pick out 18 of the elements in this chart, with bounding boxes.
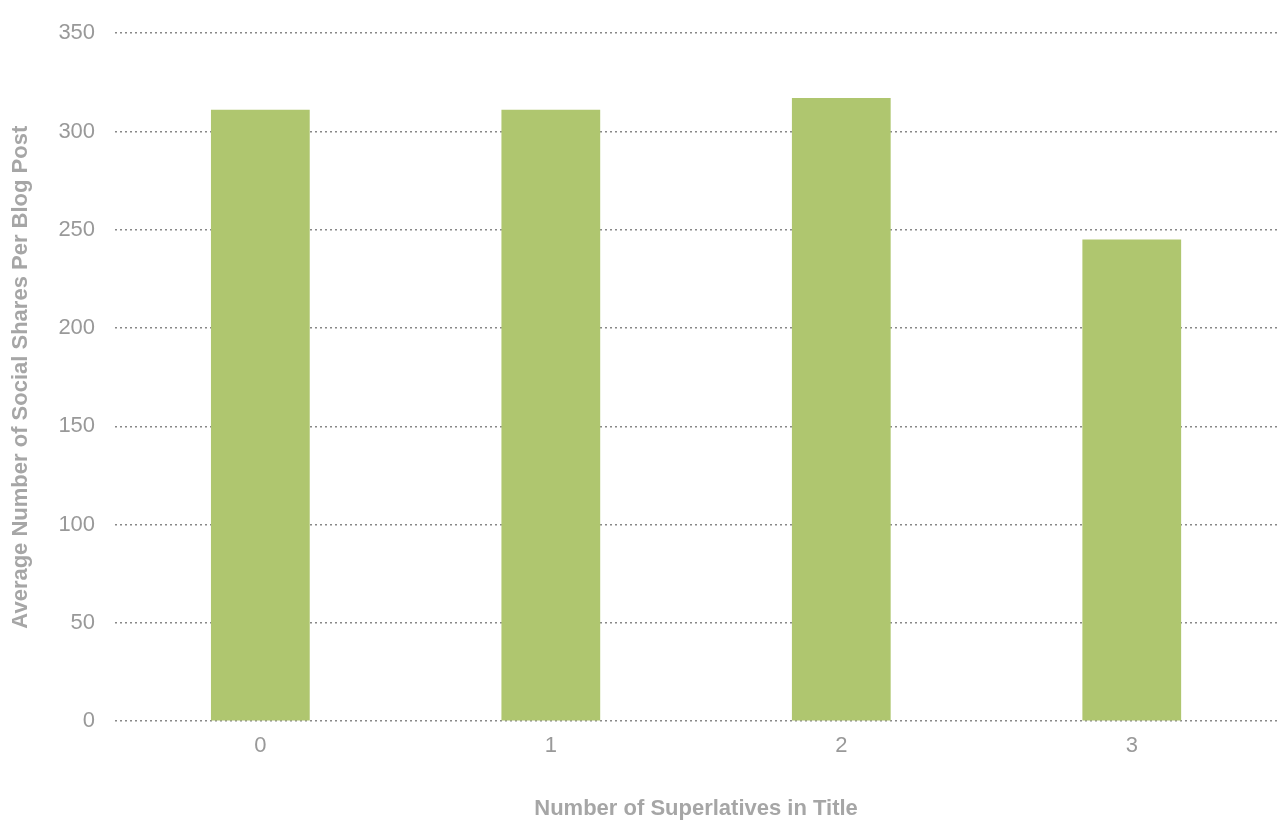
bar xyxy=(791,98,891,721)
y-axis-title: Average Number of Social Shares Per Blog Post xyxy=(7,125,33,629)
x-tick-label: 0 xyxy=(254,732,267,758)
x-axis-title: Number of Superlatives in Title xyxy=(534,794,858,820)
y-tick-label: 300 xyxy=(58,117,96,143)
y-tick-label: 350 xyxy=(58,19,96,45)
y-tick-label: 50 xyxy=(70,608,96,634)
x-tick-label: 3 xyxy=(1125,732,1138,758)
y-tick-label: 200 xyxy=(58,314,96,340)
bar xyxy=(1082,239,1182,721)
x-tick-label: 1 xyxy=(544,732,557,758)
y-tick-label: 250 xyxy=(58,215,96,241)
bar xyxy=(501,109,601,721)
y-tick-label: 150 xyxy=(58,412,96,438)
bar xyxy=(210,109,310,721)
y-tick-label: 100 xyxy=(58,510,96,536)
x-tick-label: 2 xyxy=(835,732,848,758)
y-tick-label: 0 xyxy=(82,707,96,733)
